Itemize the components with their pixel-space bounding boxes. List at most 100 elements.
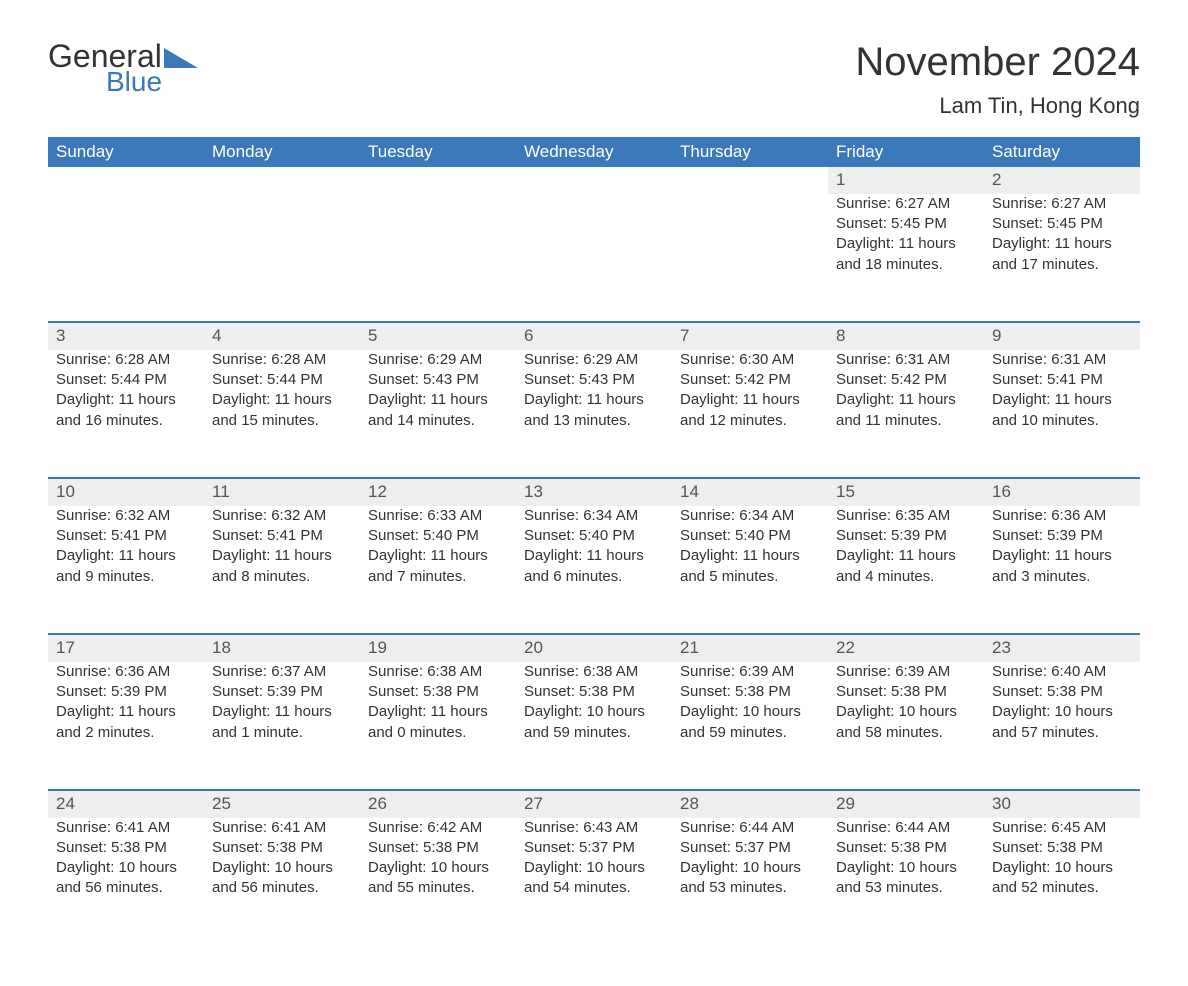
daylight-text: Daylight: 11 hours (368, 702, 508, 722)
day-number-row: 10111213141516 (48, 478, 1140, 506)
daylight-text: and 56 minutes. (56, 878, 196, 898)
sunset-text: Sunset: 5:38 PM (368, 838, 508, 858)
daylight-text: Daylight: 10 hours (680, 858, 820, 878)
daylight-text: Daylight: 11 hours (56, 390, 196, 410)
day-number: 18 (204, 634, 360, 662)
sunset-text: Sunset: 5:42 PM (680, 370, 820, 390)
day-number: 23 (984, 634, 1140, 662)
weekday-header: Friday (828, 137, 984, 167)
day-cell: Sunrise: 6:41 AMSunset: 5:38 PMDaylight:… (48, 818, 204, 946)
weekday-header: Tuesday (360, 137, 516, 167)
daylight-text: Daylight: 11 hours (992, 390, 1132, 410)
day-cell: Sunrise: 6:29 AMSunset: 5:43 PMDaylight:… (516, 350, 672, 478)
sunset-text: Sunset: 5:38 PM (992, 838, 1132, 858)
sunrise-text: Sunrise: 6:27 AM (992, 194, 1132, 214)
sunrise-text: Sunrise: 6:28 AM (212, 350, 352, 370)
day-number: 10 (48, 478, 204, 506)
daylight-text: and 54 minutes. (524, 878, 664, 898)
day-number: 17 (48, 634, 204, 662)
daylight-text: and 15 minutes. (212, 411, 352, 431)
weekday-header: Saturday (984, 137, 1140, 167)
day-number: 2 (984, 167, 1140, 194)
daylight-text: and 56 minutes. (212, 878, 352, 898)
day-number: 12 (360, 478, 516, 506)
sunset-text: Sunset: 5:39 PM (836, 526, 976, 546)
day-cell: Sunrise: 6:28 AMSunset: 5:44 PMDaylight:… (48, 350, 204, 478)
day-number: 7 (672, 322, 828, 350)
day-number: 15 (828, 478, 984, 506)
day-number: 19 (360, 634, 516, 662)
sunset-text: Sunset: 5:38 PM (992, 682, 1132, 702)
day-cell: Sunrise: 6:28 AMSunset: 5:44 PMDaylight:… (204, 350, 360, 478)
day-number-row: 17181920212223 (48, 634, 1140, 662)
sunrise-text: Sunrise: 6:33 AM (368, 506, 508, 526)
empty-cell (672, 167, 828, 194)
daylight-text: and 6 minutes. (524, 567, 664, 587)
sunrise-text: Sunrise: 6:42 AM (368, 818, 508, 838)
day-number: 11 (204, 478, 360, 506)
sunrise-text: Sunrise: 6:27 AM (836, 194, 976, 214)
day-number: 29 (828, 790, 984, 818)
month-title: November 2024 (855, 40, 1140, 85)
day-cell: Sunrise: 6:33 AMSunset: 5:40 PMDaylight:… (360, 506, 516, 634)
sunset-text: Sunset: 5:43 PM (524, 370, 664, 390)
sunrise-text: Sunrise: 6:39 AM (680, 662, 820, 682)
sunset-text: Sunset: 5:38 PM (56, 838, 196, 858)
daylight-text: and 59 minutes. (680, 723, 820, 743)
day-data-row: Sunrise: 6:32 AMSunset: 5:41 PMDaylight:… (48, 506, 1140, 634)
sunrise-text: Sunrise: 6:38 AM (524, 662, 664, 682)
daylight-text: Daylight: 10 hours (836, 858, 976, 878)
sunset-text: Sunset: 5:45 PM (992, 214, 1132, 234)
sunrise-text: Sunrise: 6:35 AM (836, 506, 976, 526)
day-number: 9 (984, 322, 1140, 350)
sunset-text: Sunset: 5:40 PM (524, 526, 664, 546)
daylight-text: Daylight: 11 hours (524, 390, 664, 410)
daylight-text: and 12 minutes. (680, 411, 820, 431)
day-number: 22 (828, 634, 984, 662)
sunrise-text: Sunrise: 6:37 AM (212, 662, 352, 682)
daylight-text: and 16 minutes. (56, 411, 196, 431)
day-number: 27 (516, 790, 672, 818)
day-cell: Sunrise: 6:43 AMSunset: 5:37 PMDaylight:… (516, 818, 672, 946)
day-data-row: Sunrise: 6:36 AMSunset: 5:39 PMDaylight:… (48, 662, 1140, 790)
sunrise-text: Sunrise: 6:45 AM (992, 818, 1132, 838)
daylight-text: Daylight: 10 hours (524, 858, 664, 878)
daylight-text: Daylight: 10 hours (836, 702, 976, 722)
daylight-text: and 11 minutes. (836, 411, 976, 431)
day-cell: Sunrise: 6:44 AMSunset: 5:38 PMDaylight:… (828, 818, 984, 946)
daylight-text: Daylight: 11 hours (680, 546, 820, 566)
daylight-text: Daylight: 11 hours (524, 546, 664, 566)
day-cell: Sunrise: 6:29 AMSunset: 5:43 PMDaylight:… (360, 350, 516, 478)
day-cell: Sunrise: 6:34 AMSunset: 5:40 PMDaylight:… (672, 506, 828, 634)
daylight-text: and 57 minutes. (992, 723, 1132, 743)
weekday-header: Wednesday (516, 137, 672, 167)
sunset-text: Sunset: 5:38 PM (524, 682, 664, 702)
weekday-header: Sunday (48, 137, 204, 167)
empty-cell (204, 194, 360, 322)
day-cell: Sunrise: 6:31 AMSunset: 5:42 PMDaylight:… (828, 350, 984, 478)
daylight-text: and 53 minutes. (680, 878, 820, 898)
daylight-text: Daylight: 11 hours (836, 234, 976, 254)
day-number: 24 (48, 790, 204, 818)
sunset-text: Sunset: 5:44 PM (56, 370, 196, 390)
location-label: Lam Tin, Hong Kong (855, 93, 1140, 119)
day-cell: Sunrise: 6:34 AMSunset: 5:40 PMDaylight:… (516, 506, 672, 634)
day-cell: Sunrise: 6:27 AMSunset: 5:45 PMDaylight:… (984, 194, 1140, 322)
day-number: 26 (360, 790, 516, 818)
day-cell: Sunrise: 6:36 AMSunset: 5:39 PMDaylight:… (48, 662, 204, 790)
day-cell: Sunrise: 6:38 AMSunset: 5:38 PMDaylight:… (360, 662, 516, 790)
day-cell: Sunrise: 6:39 AMSunset: 5:38 PMDaylight:… (828, 662, 984, 790)
weekday-header-row: SundayMondayTuesdayWednesdayThursdayFrid… (48, 137, 1140, 167)
day-data-row: Sunrise: 6:27 AMSunset: 5:45 PMDaylight:… (48, 194, 1140, 322)
empty-cell (516, 194, 672, 322)
day-cell: Sunrise: 6:36 AMSunset: 5:39 PMDaylight:… (984, 506, 1140, 634)
sunrise-text: Sunrise: 6:44 AM (680, 818, 820, 838)
daylight-text: and 13 minutes. (524, 411, 664, 431)
sunset-text: Sunset: 5:37 PM (680, 838, 820, 858)
day-number-row: 3456789 (48, 322, 1140, 350)
day-cell: Sunrise: 6:41 AMSunset: 5:38 PMDaylight:… (204, 818, 360, 946)
weekday-header: Thursday (672, 137, 828, 167)
sunset-text: Sunset: 5:40 PM (368, 526, 508, 546)
daylight-text: and 17 minutes. (992, 255, 1132, 275)
day-cell: Sunrise: 6:27 AMSunset: 5:45 PMDaylight:… (828, 194, 984, 322)
